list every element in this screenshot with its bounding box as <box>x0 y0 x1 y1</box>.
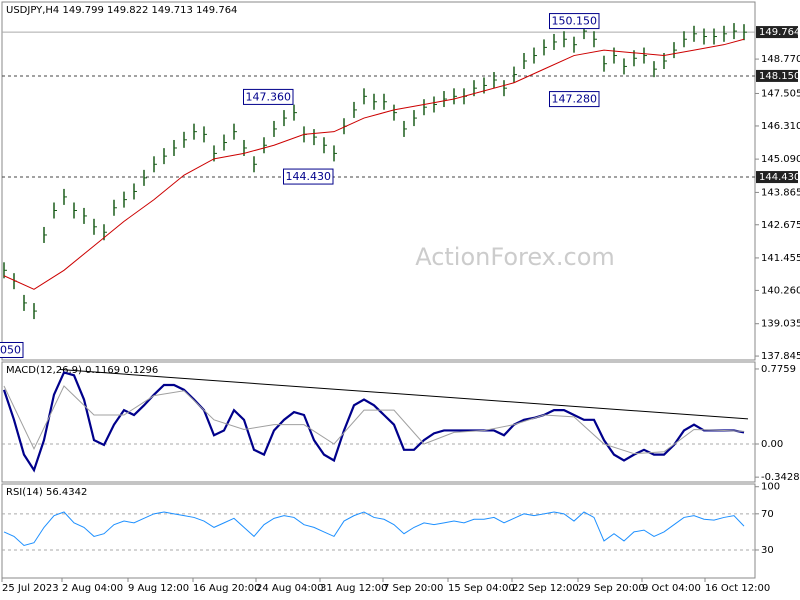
x-tick-label: 9 Aug 12:00 <box>128 583 189 594</box>
watermark: ActionForex.com <box>415 243 615 271</box>
y-tick-label: 148.770 <box>761 54 800 65</box>
level-box <box>756 171 798 184</box>
x-tick-label: 15 Sep 04:00 <box>448 583 515 594</box>
panel-title: USDJPY,H4 149.799 149.822 149.713 149.76… <box>6 5 237 16</box>
x-tick-label: 16 Aug 20:00 <box>193 583 260 594</box>
y-tick-label: 137.845 <box>761 351 800 362</box>
y-tick-label: 141.455 <box>761 253 800 264</box>
y-tick-label: 147.505 <box>761 88 800 99</box>
x-tick-label: 22 Sep 12:00 <box>512 583 579 594</box>
annotation-label: 150.150 <box>552 15 598 28</box>
y-tick-label: 70 <box>761 509 774 520</box>
y-tick-label: 30 <box>761 545 774 556</box>
annotation-label: 050 <box>0 343 21 356</box>
y-tick-label: 0.7759 <box>761 364 796 375</box>
panel-title: MACD(12,26,9) 0.1169 0.1296 <box>6 365 158 376</box>
y-tick-label: 140.260 <box>761 285 800 296</box>
x-tick-label: 2 Aug 04:00 <box>62 583 123 594</box>
annotation-box <box>549 91 600 108</box>
trendline <box>59 369 749 420</box>
series-line <box>3 511 745 547</box>
level-label: 149.764 <box>759 27 800 38</box>
macd-panel <box>1 361 756 483</box>
rsi-panel <box>1 483 756 579</box>
price-panel <box>1 1 756 361</box>
x-tick-label: 9 Oct 04:00 <box>642 583 701 594</box>
level-box <box>756 69 798 82</box>
annotation-label: 147.360 <box>246 90 292 103</box>
panel-title: RSI(14) 56.4342 <box>6 487 87 498</box>
x-tick-label: 24 Aug 04:00 <box>256 583 323 594</box>
x-tick-label: 7 Sep 20:00 <box>383 583 443 594</box>
x-tick-label: 16 Oct 12:00 <box>705 583 770 594</box>
y-tick-label: 145.090 <box>761 154 800 165</box>
series-line <box>3 385 745 455</box>
annotation-box <box>549 13 600 30</box>
annotation-box <box>0 341 24 358</box>
level-box <box>756 26 798 39</box>
annotation-label: 147.280 <box>552 93 598 106</box>
annotation-label: 144.430 <box>286 170 332 183</box>
x-tick-label: 31 Aug 12:00 <box>320 583 387 594</box>
x-tick-label: 29 Sep 20:00 <box>578 583 645 594</box>
y-tick-label: 142.675 <box>761 220 800 231</box>
annotation-box <box>243 88 294 105</box>
level-label: 148.150 <box>759 71 800 82</box>
y-tick-label: -0.3428 <box>761 472 800 483</box>
annotation-box <box>283 168 334 185</box>
series-line <box>2 371 745 473</box>
y-tick-label: 0.00 <box>761 439 783 450</box>
series-line <box>3 38 745 290</box>
y-tick-label: 139.035 <box>761 319 800 330</box>
y-tick-label: 143.865 <box>761 187 800 198</box>
y-tick-label: 146.310 <box>761 121 800 132</box>
x-tick-label: 25 Jul 2023 <box>2 583 59 594</box>
level-label: 144.430 <box>759 172 800 183</box>
y-tick-label: 100 <box>761 482 780 493</box>
